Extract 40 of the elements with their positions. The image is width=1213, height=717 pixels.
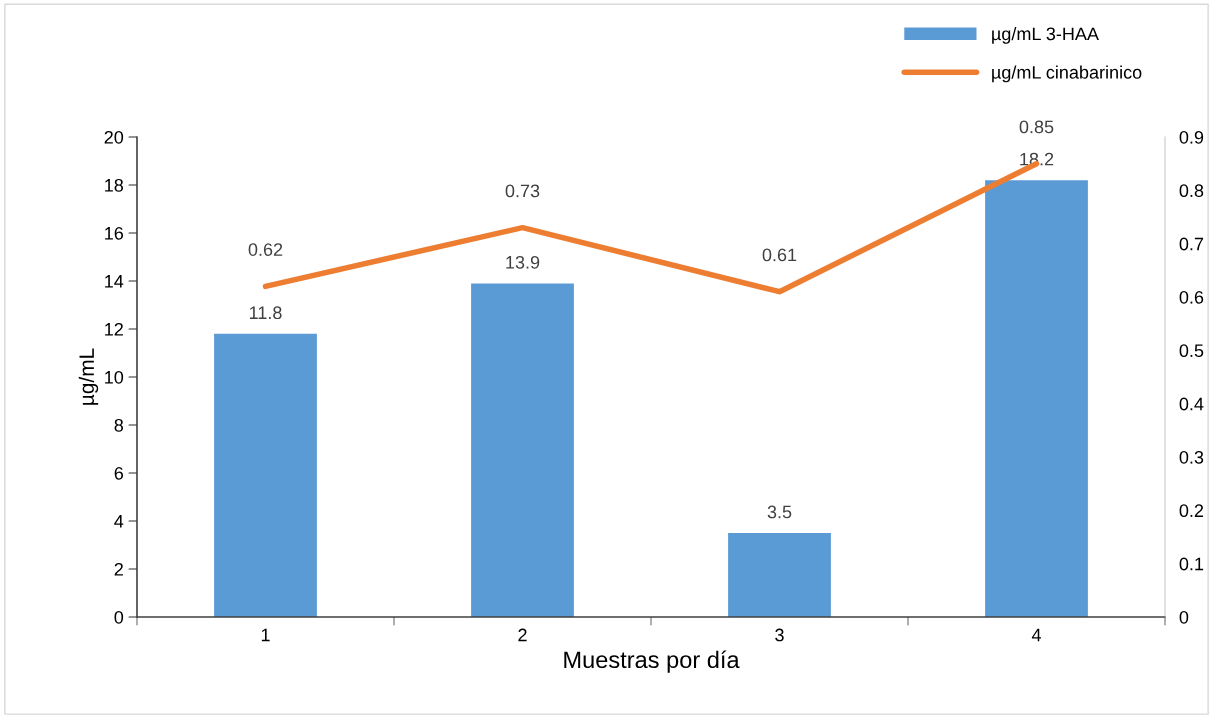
y-tick-label: 12 [105,322,123,336]
data-label: 0.85 [1019,120,1054,134]
bar [728,533,831,617]
x-tick-label: 1 [261,628,270,642]
x-axis-title: Muestras por día [564,650,740,673]
data-label: 11.8 [249,306,282,320]
y2-tick-label: 0 [1179,610,1189,624]
y2-tick-label: 0.4 [1179,397,1204,411]
legend-label: µg/mL cinabarinico [992,65,1142,83]
y2-tick-label: 0.9 [1179,130,1204,144]
y-tick-label: 8 [114,418,124,432]
y2-tick-label: 0.5 [1179,344,1204,358]
y2-tick-label: 0.2 [1179,504,1204,518]
data-label: 0.61 [762,248,797,262]
data-label: 0.62 [248,243,283,256]
y-tick-label: 20 [104,130,124,144]
bar [471,283,574,617]
x-tick-label: 4 [1031,628,1041,642]
y2-tick-label: 0.6 [1179,290,1204,304]
y-axis-title: µg/mL [78,348,99,405]
y2-tick-label: 0.3 [1179,450,1204,464]
y-tick-label: 0 [114,610,124,624]
y-tick-label: 16 [105,226,124,240]
x-tick-label: 2 [518,628,527,642]
legend-label: µg/mL 3-HAA [992,27,1099,44]
y-tick-label: 18 [105,178,124,192]
y-tick-label: 6 [114,466,124,480]
bar [214,333,317,617]
bar [985,180,1088,617]
y2-tick-label: 0.7 [1179,237,1204,251]
data-label: 3.5 [767,505,792,519]
y2-tick-label: 0.1 [1179,557,1204,571]
y-tick-label: 14 [105,275,124,288]
data-label: 0.73 [505,184,540,198]
y2-tick-label: 0.8 [1179,184,1204,198]
y-tick-label: 4 [114,515,124,528]
x-tick-label: 3 [775,628,784,642]
y-tick-label: 10 [105,370,124,384]
data-label: 13.9 [506,255,540,269]
y-tick-label: 2 [114,562,123,576]
